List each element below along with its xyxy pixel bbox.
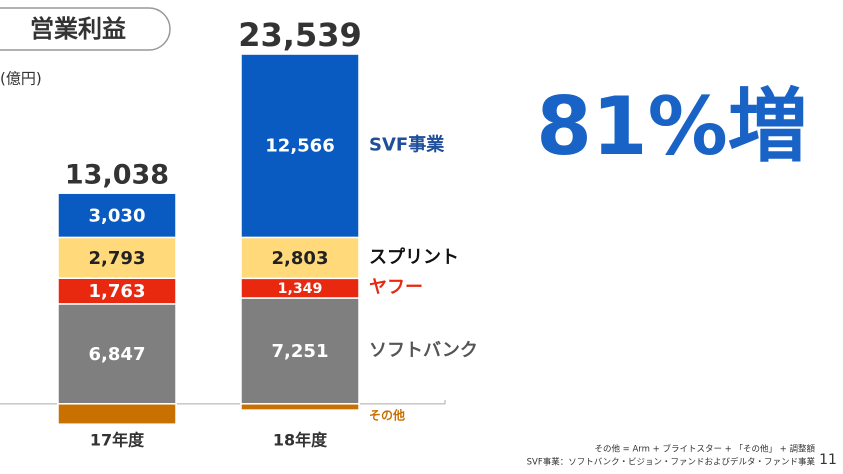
total-label: 13,038 (65, 160, 169, 191)
total-label: 23,539 (238, 16, 361, 54)
legend-label: ヤフー (369, 277, 423, 298)
bar-segment (57, 303, 177, 405)
x-tick-label: 17年度 (90, 431, 145, 450)
footnote: SVF事業：ソフトバンク・ビジョン・ファンドおよびデルタ・ファンド事業 (527, 457, 816, 468)
bar-segment (57, 403, 177, 425)
data-label: 6,847 (89, 344, 146, 365)
annotation: 81%増 (536, 80, 807, 173)
legend-label: SVF事業 (369, 134, 445, 156)
data-label: 7,251 (272, 341, 329, 362)
data-label: 3,030 (89, 205, 146, 226)
data-label: 2,803 (272, 248, 329, 269)
bar-segment (57, 236, 177, 279)
footnote: その他 = Arm + ブライトスター + 「その他」 + 調整額 (594, 444, 815, 455)
data-label: 2,793 (89, 248, 146, 269)
bar-segment (240, 403, 360, 411)
chart-title: 営業利益 (30, 15, 126, 43)
data-label: 12,566 (265, 136, 334, 157)
unit-label: (億円) (0, 70, 42, 88)
bar-segment (240, 236, 360, 280)
bar-segment (57, 192, 177, 239)
data-label: 1,763 (89, 281, 146, 302)
data-label: 1,349 (278, 281, 323, 297)
page-number: 11 (819, 452, 837, 468)
legend-label: その他 (369, 407, 405, 422)
x-tick-label: 18年度 (273, 431, 328, 450)
title-pill (0, 7, 171, 51)
legend-label: スプリント (369, 246, 459, 268)
bar-segment (240, 53, 360, 239)
legend-label: ソフトバンク (369, 340, 478, 361)
